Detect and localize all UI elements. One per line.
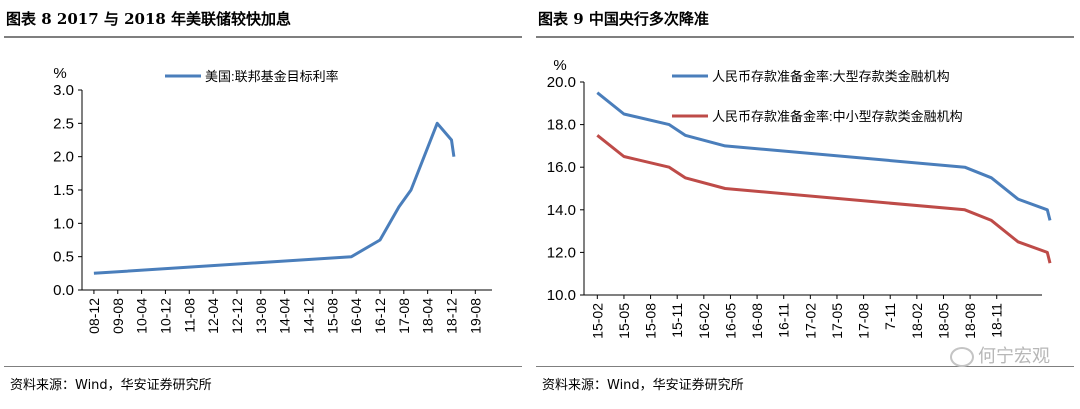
right-chart-panel: 图表 9 中国央行多次降准 10.0 12.0 14.0 16.0 18.0 20.0% 1…	[532, 0, 1080, 409]
right-source-note: 资料来源：Wind，华安证券研究所	[542, 378, 744, 393]
left-x-tick-label: 16-12	[372, 298, 388, 334]
right-y-tick-label: 16.0	[547, 159, 576, 176]
left-x-tick-label: 16-04	[348, 298, 364, 334]
right-legend-label: 人民币存款准备金率:中小型存款类金融机构	[712, 109, 963, 124]
right-series-line	[596, 134, 1052, 264]
left-x-tick-label: 17-08	[396, 298, 412, 334]
left-x-tick-label: 14-04	[277, 298, 293, 334]
left-source-note: 资料来源：Wind，华安证券研究所	[10, 378, 212, 393]
left-x-tick-label: 10-12	[157, 298, 173, 334]
left-x-tick-label: 18-04	[420, 298, 436, 334]
left-legend-label: 美国:联邦基金目标利率	[205, 69, 339, 84]
left-series-line	[93, 121, 456, 275]
right-x-tick-label: 16-05	[722, 303, 738, 339]
left-y-tick-label: 1.0	[53, 215, 74, 232]
right-line-chart: 10.0 12.0 14.0 16.0 18.0 20.0% 15-02 15-05 15-08…	[547, 57, 1052, 339]
right-x-tick-label: 18-08	[962, 303, 978, 339]
right-x-tick-label: 15-05	[616, 303, 632, 339]
right-y-tick-label: 18.0	[547, 117, 576, 134]
left-y-tick-label: 0.5	[53, 249, 74, 266]
left-x-tick-label: 10-04	[134, 298, 150, 334]
left-y-unit-label: %	[53, 65, 66, 82]
right-x-tick-label: 17-08	[856, 303, 872, 339]
left-x-tick-label: 09-08	[110, 298, 126, 334]
right-x-tick-label: 17-05	[829, 303, 845, 339]
left-y-tick-label: 1.5	[53, 182, 74, 199]
left-chart-title: 图表 8 2017 与 2018 年美联储较快加息	[6, 10, 292, 28]
left-y-tick-label: 2.0	[53, 149, 74, 166]
left-chart-panel: 图表 8 2017 与 2018 年美联储较快加息 0.0 0.5 1.0 1.5 2.…	[0, 0, 528, 409]
right-y-tick-label: 14.0	[547, 202, 576, 219]
left-title-divider	[4, 36, 522, 38]
right-source-divider	[536, 366, 1074, 367]
right-x-tick-label: 18-11	[989, 303, 1005, 338]
right-y-tick-label: 12.0	[547, 244, 576, 261]
right-x-tick-label: 16-11	[776, 303, 792, 338]
right-chart-title: 图表 9 中国央行多次降准	[538, 10, 709, 28]
wechat-icon	[950, 347, 974, 367]
right-legend-label: 人民币存款准备金率:大型存款类金融机构	[712, 69, 950, 84]
left-x-tick-label: 18-12	[443, 298, 459, 334]
right-x-tick-label: 17-02	[802, 303, 818, 339]
left-x-tick-label: 08-12	[86, 298, 102, 334]
right-x-tick-label: 18-02	[909, 303, 925, 339]
left-y-tick-label: 0.0	[53, 282, 74, 299]
left-x-tick-label: 13-08	[253, 298, 269, 334]
left-x-tick-label: 12-12	[229, 298, 245, 334]
right-x-tick-label: 15-02	[589, 303, 605, 339]
right-x-tick-label: 16-02	[696, 303, 712, 339]
left-x-tick-label: 12-04	[205, 298, 221, 334]
right-x-tick-label: 15-08	[643, 303, 659, 339]
left-x-tick-label: 15-08	[324, 298, 340, 334]
watermark: 何宁宏观	[950, 342, 1050, 368]
left-x-tick-label: 11-08	[181, 298, 197, 333]
left-x-tick-label: 19-08	[467, 298, 483, 334]
left-line-chart: 0.0 0.5 1.0 1.5 2.0 2.5 3.0% 08-12 09-08 10-04 10-…	[53, 65, 492, 334]
left-y-tick-label: 2.5	[53, 115, 74, 132]
right-x-tick-label: 7-11	[882, 303, 898, 330]
right-x-tick-label: 15-11	[669, 303, 685, 338]
right-title-divider	[536, 36, 1074, 38]
watermark-text: 何宁宏观	[978, 346, 1050, 367]
right-series-line	[596, 91, 1052, 221]
right-y-unit-label: %	[553, 57, 566, 74]
right-y-tick-label: 10.0	[547, 287, 576, 304]
left-source-divider	[4, 366, 522, 367]
left-x-tick-label: 14-12	[300, 298, 316, 334]
right-x-tick-label: 18-05	[935, 303, 951, 339]
left-y-tick-label: 3.0	[53, 82, 74, 99]
right-y-tick-label: 20.0	[547, 74, 576, 91]
right-x-tick-label: 16-08	[749, 303, 765, 339]
